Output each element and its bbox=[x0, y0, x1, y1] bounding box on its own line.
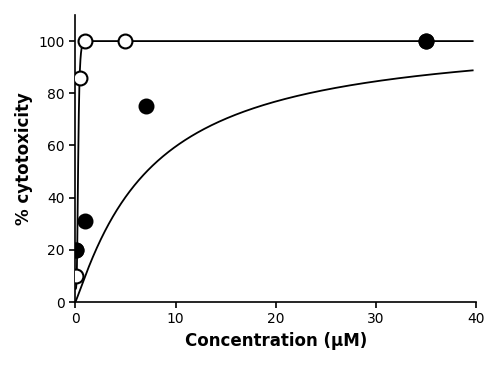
X-axis label: Concentration (μM): Concentration (μM) bbox=[184, 332, 367, 350]
Point bbox=[422, 38, 430, 44]
Point bbox=[142, 103, 150, 109]
Point bbox=[122, 38, 130, 44]
Point bbox=[72, 247, 80, 253]
Y-axis label: % cytotoxicity: % cytotoxicity bbox=[15, 92, 33, 225]
Point bbox=[82, 218, 90, 224]
Point bbox=[72, 273, 80, 279]
Point bbox=[82, 38, 90, 44]
Point bbox=[76, 75, 84, 81]
Point bbox=[422, 38, 430, 44]
Point bbox=[72, 247, 80, 253]
